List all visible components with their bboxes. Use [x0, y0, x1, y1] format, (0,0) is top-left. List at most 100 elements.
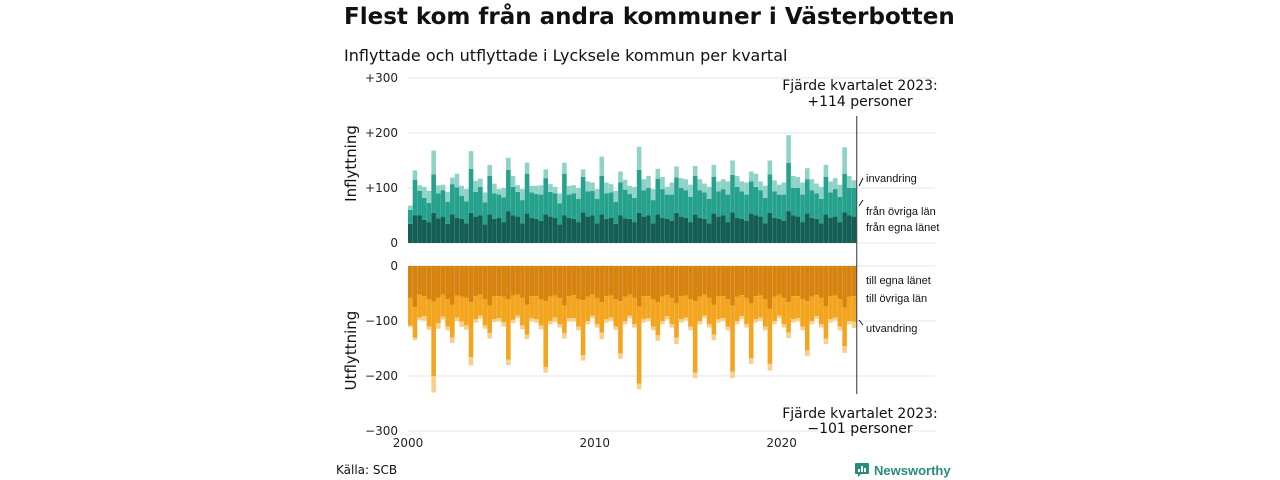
outflow-bar-segment [804, 350, 810, 357]
inflow-bar-segment [524, 213, 530, 243]
outflow-bar-segment [655, 335, 661, 341]
outflow-bar-segment [641, 266, 647, 297]
outflow-bar-segment [431, 376, 436, 393]
outflow-bar-segment [646, 266, 651, 297]
outflow-bar-segment [454, 317, 460, 321]
inflow-bar-segment [613, 223, 619, 243]
outflow-bar-segment [515, 315, 521, 319]
outflow-bar-segment [482, 325, 488, 329]
inflow-bar-segment [706, 186, 712, 199]
outflow-bar-segment [669, 297, 675, 325]
inflow-bar-segment [548, 191, 553, 217]
inflow-bar-segment [720, 189, 726, 216]
outflow-bar-segment [450, 337, 455, 343]
inflow-bar-segment [683, 217, 689, 243]
outflow-bar-segment [678, 319, 684, 323]
inflow-bar-segment [440, 190, 446, 217]
inflow-bar-segment [468, 212, 474, 243]
inflow-bar-segment [450, 184, 455, 215]
outflow-bar-segment [529, 266, 535, 297]
outflow-bar-segment [487, 305, 492, 334]
inflow-bar-segment [520, 189, 525, 201]
outflow-bar-segment [716, 296, 721, 320]
inflow-bar-segment [478, 186, 483, 216]
inflow-bar-segment [846, 175, 852, 188]
outflow-bar-segment [445, 266, 450, 299]
outflow-bar-segment [632, 297, 637, 325]
inflow-bar-segment [739, 191, 745, 219]
inflow-bar-segment [632, 222, 637, 243]
inflow-bar-segment [608, 184, 614, 193]
outflow-bar-segment [585, 321, 591, 325]
inflow-bar-segment [846, 188, 852, 216]
inflow-bar-segment [767, 212, 773, 243]
outflow-bar-segment [800, 299, 805, 327]
series-label-in: invandring [866, 173, 917, 185]
series-label-out: utvandring [866, 323, 917, 335]
outflow-bar-segment [669, 324, 675, 328]
inflow-bar-segment [426, 190, 432, 203]
inflow-bar-segment [613, 190, 619, 202]
inflow-bar-segment [632, 186, 637, 198]
outflow-bar-segment [562, 333, 567, 339]
inflow-bar-segment [492, 193, 497, 219]
inflow-bar-segment [842, 173, 847, 213]
outflow-bar-segment [781, 297, 787, 325]
outflow-bar-segment [678, 296, 684, 320]
outflow-bar-segment [702, 294, 707, 316]
inflow-bar-segment [436, 218, 441, 243]
inflow-bar-segment [580, 177, 586, 213]
inflow-bar-segment [459, 185, 464, 196]
inflow-bar-segment [445, 201, 450, 224]
inflow-bar-segment [594, 199, 600, 224]
outflow-bar-segment [468, 302, 474, 358]
inflow-bar-segment [748, 181, 754, 214]
outflow-bar-segment [510, 319, 516, 324]
inflow-bar-segment [548, 184, 553, 192]
inflow-bar-segment [529, 217, 535, 243]
inflow-bar-segment [492, 183, 497, 194]
ytick-label-top: +300 [365, 71, 398, 85]
outflow-bar-segment [650, 266, 656, 299]
inflow-bar-segment [492, 218, 497, 243]
outflow-bar-segment [557, 266, 563, 298]
outflow-bar-segment [758, 266, 763, 296]
inflow-bar-segment [576, 199, 581, 223]
inflow-bar-segment [772, 217, 777, 243]
outflow-bar-segment [590, 266, 595, 295]
outflow-bar-segment [739, 295, 745, 317]
outflow-bar-segment [580, 300, 586, 356]
outflow-bar-segment [823, 338, 829, 345]
inflow-bar-segment [800, 194, 805, 223]
outflow-bar-segment [795, 266, 801, 297]
inflow-bar-segment [599, 156, 605, 176]
inflow-bar-segment [487, 214, 492, 243]
inflow-bar-segment [786, 211, 791, 243]
inflow-bar-segment [482, 224, 488, 243]
inflow-bar-segment [664, 194, 670, 219]
source-note: Källa: SCB [336, 463, 398, 477]
outflow-bar-segment [772, 321, 777, 325]
inflow-bar-segment [417, 190, 422, 216]
outflow-bar-segment [772, 266, 777, 297]
inflow-bar-segment [436, 193, 441, 219]
y-axis-title-top: Inflyttning [342, 125, 360, 202]
outflow-bar-segment [800, 326, 805, 331]
outflow-bar-segment [828, 296, 833, 320]
annotation-top-line1: Fjärde kvartalet 2023: [782, 78, 938, 94]
inflow-bar-segment [734, 217, 740, 243]
y-axis-title-bottom: Utflyttning [342, 311, 360, 391]
inflow-bar-segment [660, 217, 665, 243]
xtick-label: 2020 [766, 436, 797, 450]
outflow-bar-segment [814, 266, 819, 296]
outflow-bar-segment [744, 324, 749, 328]
outflow-bar-segment [487, 266, 492, 306]
inflow-bar-segment [482, 202, 488, 225]
outflow-bar-segment [697, 266, 703, 297]
outflow-bar-segment [478, 266, 483, 295]
outflow-bar-segment [468, 266, 474, 303]
outflow-bar-segment [692, 372, 698, 379]
inflow-bar-segment [557, 203, 563, 225]
outflow-bar-segment [562, 266, 567, 306]
outflow-bar-segment [548, 266, 553, 297]
